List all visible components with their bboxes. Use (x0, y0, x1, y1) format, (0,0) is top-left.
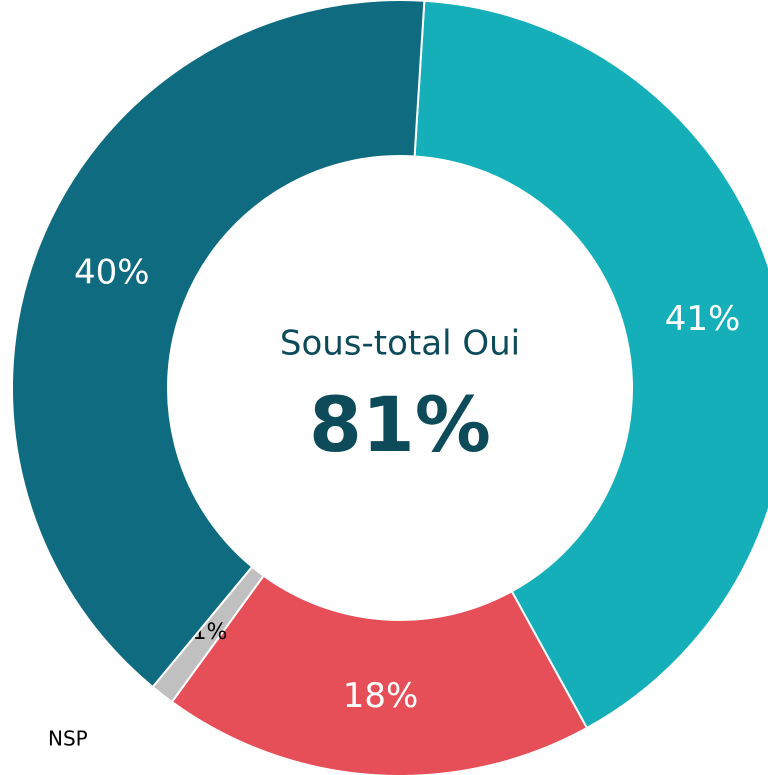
center-value: 81% (309, 380, 491, 469)
value-label: 41% (665, 299, 741, 339)
category-label: NSP (48, 727, 88, 751)
donut-segment (10, 0, 426, 689)
value-label: 40% (74, 252, 150, 292)
donut-segment (170, 574, 589, 775)
donut-segment (413, 0, 768, 730)
center-label: Sous-total Oui (280, 324, 520, 364)
value-label: 18% (343, 676, 419, 716)
